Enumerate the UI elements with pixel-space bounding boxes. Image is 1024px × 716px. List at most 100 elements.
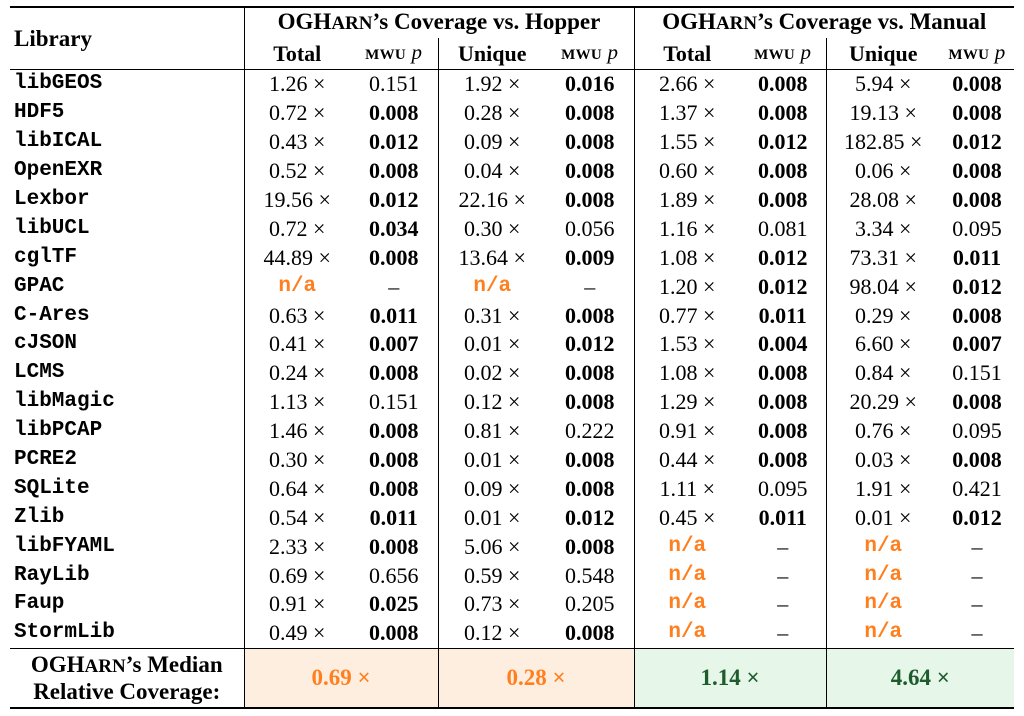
hopper-total-cell: 1.46 ×	[269, 418, 326, 444]
manual-unique-mwu-cell: –	[971, 562, 983, 588]
table-row: RayLib 0.69 × 0.656 0.59 × 0.548 n/a – n/a –	[10, 561, 1014, 591]
manual-total-mwu-cell: 0.008	[740, 416, 827, 446]
hopper-total-mwu-cell: 0.008	[350, 156, 439, 186]
hopper-unique-cell: 0.12 ×	[464, 389, 521, 415]
library-name: libMagic	[10, 387, 245, 417]
library-name: libGEOS	[10, 69, 245, 99]
hopper-total-mwu-header: MWU p	[350, 38, 439, 70]
manual-unique-mwu-header: MWU p	[948, 40, 1006, 64]
summary-manual-total: 1.14 ×	[634, 648, 827, 708]
coverage-table: Library OGHARN’s Coverage vs. Hopper OGH…	[10, 6, 1015, 709]
table-row: libFYAML 2.33 × 0.008 5.06 × 0.008 n/a – n/a –	[10, 532, 1014, 562]
manual-total-mwu-cell: 0.095	[740, 474, 827, 504]
hopper-total-cell: 0.91 ×	[269, 591, 326, 617]
manual-total-mwu-cell: 0.012	[740, 127, 827, 157]
manual-unique-mwu-cell: 0.008	[952, 302, 1002, 328]
manual-unique-cell: 0.06 ×	[855, 158, 912, 184]
hopper-unique-cell: 0.09 ×	[464, 475, 521, 501]
manual-unique-mwu-cell: 0.095	[952, 215, 1002, 241]
hopper-unique-cell: 0.01 ×	[464, 331, 521, 357]
header-row-columns: Total MWU p Unique MWU p Total MWU p Uni…	[10, 38, 1014, 70]
manual-total-cell: 1.08 ×	[659, 360, 716, 386]
manual-unique-mwu-cell: 0.008	[952, 71, 1002, 97]
table-row: Faup 0.91 × 0.025 0.73 × 0.205 n/a – n/a –	[10, 590, 1014, 619]
hopper-unique-mwu-cell: 0.012	[546, 330, 635, 359]
hopper-unique-mwu-cell: 0.008	[546, 127, 635, 157]
hopper-unique-mwu-header: MWU p	[546, 38, 635, 70]
hopper-unique-cell: 0.31 ×	[464, 302, 521, 328]
hopper-total-mwu-cell: 0.656	[350, 561, 439, 591]
summary-row: OGHARN’s Median Relative Coverage: 0.69 …	[10, 648, 1015, 708]
manual-total-mwu-cell: –	[740, 618, 827, 649]
hopper-unique-mwu-cell: 0.008	[546, 358, 635, 388]
manual-total-mwu-cell: –	[740, 532, 827, 562]
manual-unique-mwu-cell: 0.008	[952, 389, 1002, 415]
hopper-total-cell: 0.30 ×	[269, 447, 326, 473]
manual-unique-cell: 5.94 ×	[855, 71, 912, 97]
manual-unique-mwu-cell: –	[971, 591, 983, 617]
hopper-group-header: OGHARN’s Coverage vs. Hopper	[244, 7, 635, 38]
hopper-total-mwu-cell: 0.151	[350, 387, 439, 417]
hopper-total-mwu-cell: 0.011	[350, 301, 439, 331]
manual-total-cell: n/a	[668, 563, 707, 587]
manual-unique-cell: 73.31 ×	[849, 244, 917, 270]
coverage-table-container: Library OGHARN’s Coverage vs. Hopper OGH…	[10, 6, 1015, 709]
table-row: Zlib 0.54 × 0.011 0.01 × 0.012 0.45 × 0.011 0.0…	[10, 503, 1014, 533]
manual-unique-cell: 0.03 ×	[855, 447, 912, 473]
hopper-total-mwu-cell: 0.025	[350, 590, 439, 619]
manual-unique-cell: 28.08 ×	[849, 187, 917, 212]
hopper-total-cell: 0.72 ×	[269, 215, 326, 241]
hopper-unique-cell: 0.59 ×	[464, 562, 521, 588]
hopper-total-header: Total	[273, 40, 322, 66]
table-row: SQLite 0.64 × 0.008 0.09 × 0.008 1.11 × 0.095 1…	[10, 474, 1014, 504]
manual-unique-cell: 0.76 ×	[855, 418, 912, 444]
hopper-total-cell: 0.24 ×	[269, 360, 326, 386]
hopper-unique-cell: n/a	[473, 274, 512, 298]
hopper-total-cell: 0.52 ×	[269, 158, 326, 184]
manual-total-cell: n/a	[668, 592, 707, 616]
library-name: LCMS	[10, 358, 245, 388]
hopper-total-cell: 0.69 ×	[269, 562, 326, 588]
manual-total-cell: n/a	[668, 534, 707, 558]
manual-unique-mwu-cell: 0.007	[952, 331, 1002, 357]
hopper-unique-mwu-cell: 0.548	[546, 561, 635, 591]
table-row: GPAC n/a – n/a –1.20 × 0.012 98.04 × 0.012	[10, 272, 1014, 302]
hopper-total-cell: 0.43 ×	[269, 129, 326, 155]
manual-unique-cell: 19.13 ×	[849, 100, 917, 126]
hopper-total-mwu-cell: 0.008	[350, 358, 439, 388]
manual-unique-cell: n/a	[864, 534, 903, 558]
manual-unique-cell: 0.01 ×	[855, 504, 912, 530]
hopper-total-mwu-cell: –	[350, 272, 439, 302]
manual-total-mwu-cell: 0.011	[740, 301, 827, 331]
manual-total-cell: 0.91 ×	[659, 418, 716, 444]
manual-unique-mwu-cell: 0.011	[952, 244, 1002, 270]
table-row: StormLib 0.49 × 0.008 0.12 × 0.008 n/a – n/a –	[10, 618, 1014, 649]
library-name: Lexbor	[10, 185, 245, 215]
hopper-unique-mwu-cell: –	[546, 272, 635, 302]
manual-total-mwu-header: MWU p	[740, 38, 827, 70]
manual-unique-mwu-cell: 0.008	[952, 158, 1002, 184]
hopper-unique-cell: 0.04 ×	[464, 158, 521, 184]
hopper-total-mwu-cell: 0.151	[350, 69, 439, 99]
library-name: RayLib	[10, 561, 245, 591]
manual-unique-mwu-cell: 0.421	[952, 475, 1002, 501]
manual-unique-mwu-cell: 0.095	[952, 418, 1002, 444]
manual-total-mwu-cell: 0.012	[740, 243, 827, 273]
header-row-groups: Library OGHARN’s Coverage vs. Hopper OGH…	[10, 7, 1015, 70]
hopper-total-cell: 1.26 ×	[269, 71, 326, 97]
library-name: SQLite	[10, 474, 245, 504]
hopper-total-mwu-cell: 0.011	[350, 503, 439, 533]
hopper-unique-mwu-cell: 0.008	[546, 185, 635, 215]
hopper-total-cell: n/a	[278, 274, 317, 298]
summary-hopper-total: 0.69 ×	[244, 648, 439, 708]
manual-unique-cell: 3.34 ×	[855, 215, 912, 241]
manual-total-mwu-cell: 0.012	[740, 272, 827, 302]
hopper-total-cell: 0.63 ×	[269, 302, 326, 328]
hopper-total-mwu-cell: 0.008	[350, 98, 439, 128]
manual-unique-cell: 6.60 ×	[855, 331, 912, 357]
manual-total-cell: 0.45 ×	[659, 504, 716, 530]
hopper-total-cell: 0.72 ×	[269, 100, 326, 126]
manual-total-cell: n/a	[668, 621, 707, 645]
manual-unique-mwu-cell: –	[971, 620, 983, 646]
library-name: GPAC	[10, 272, 245, 302]
